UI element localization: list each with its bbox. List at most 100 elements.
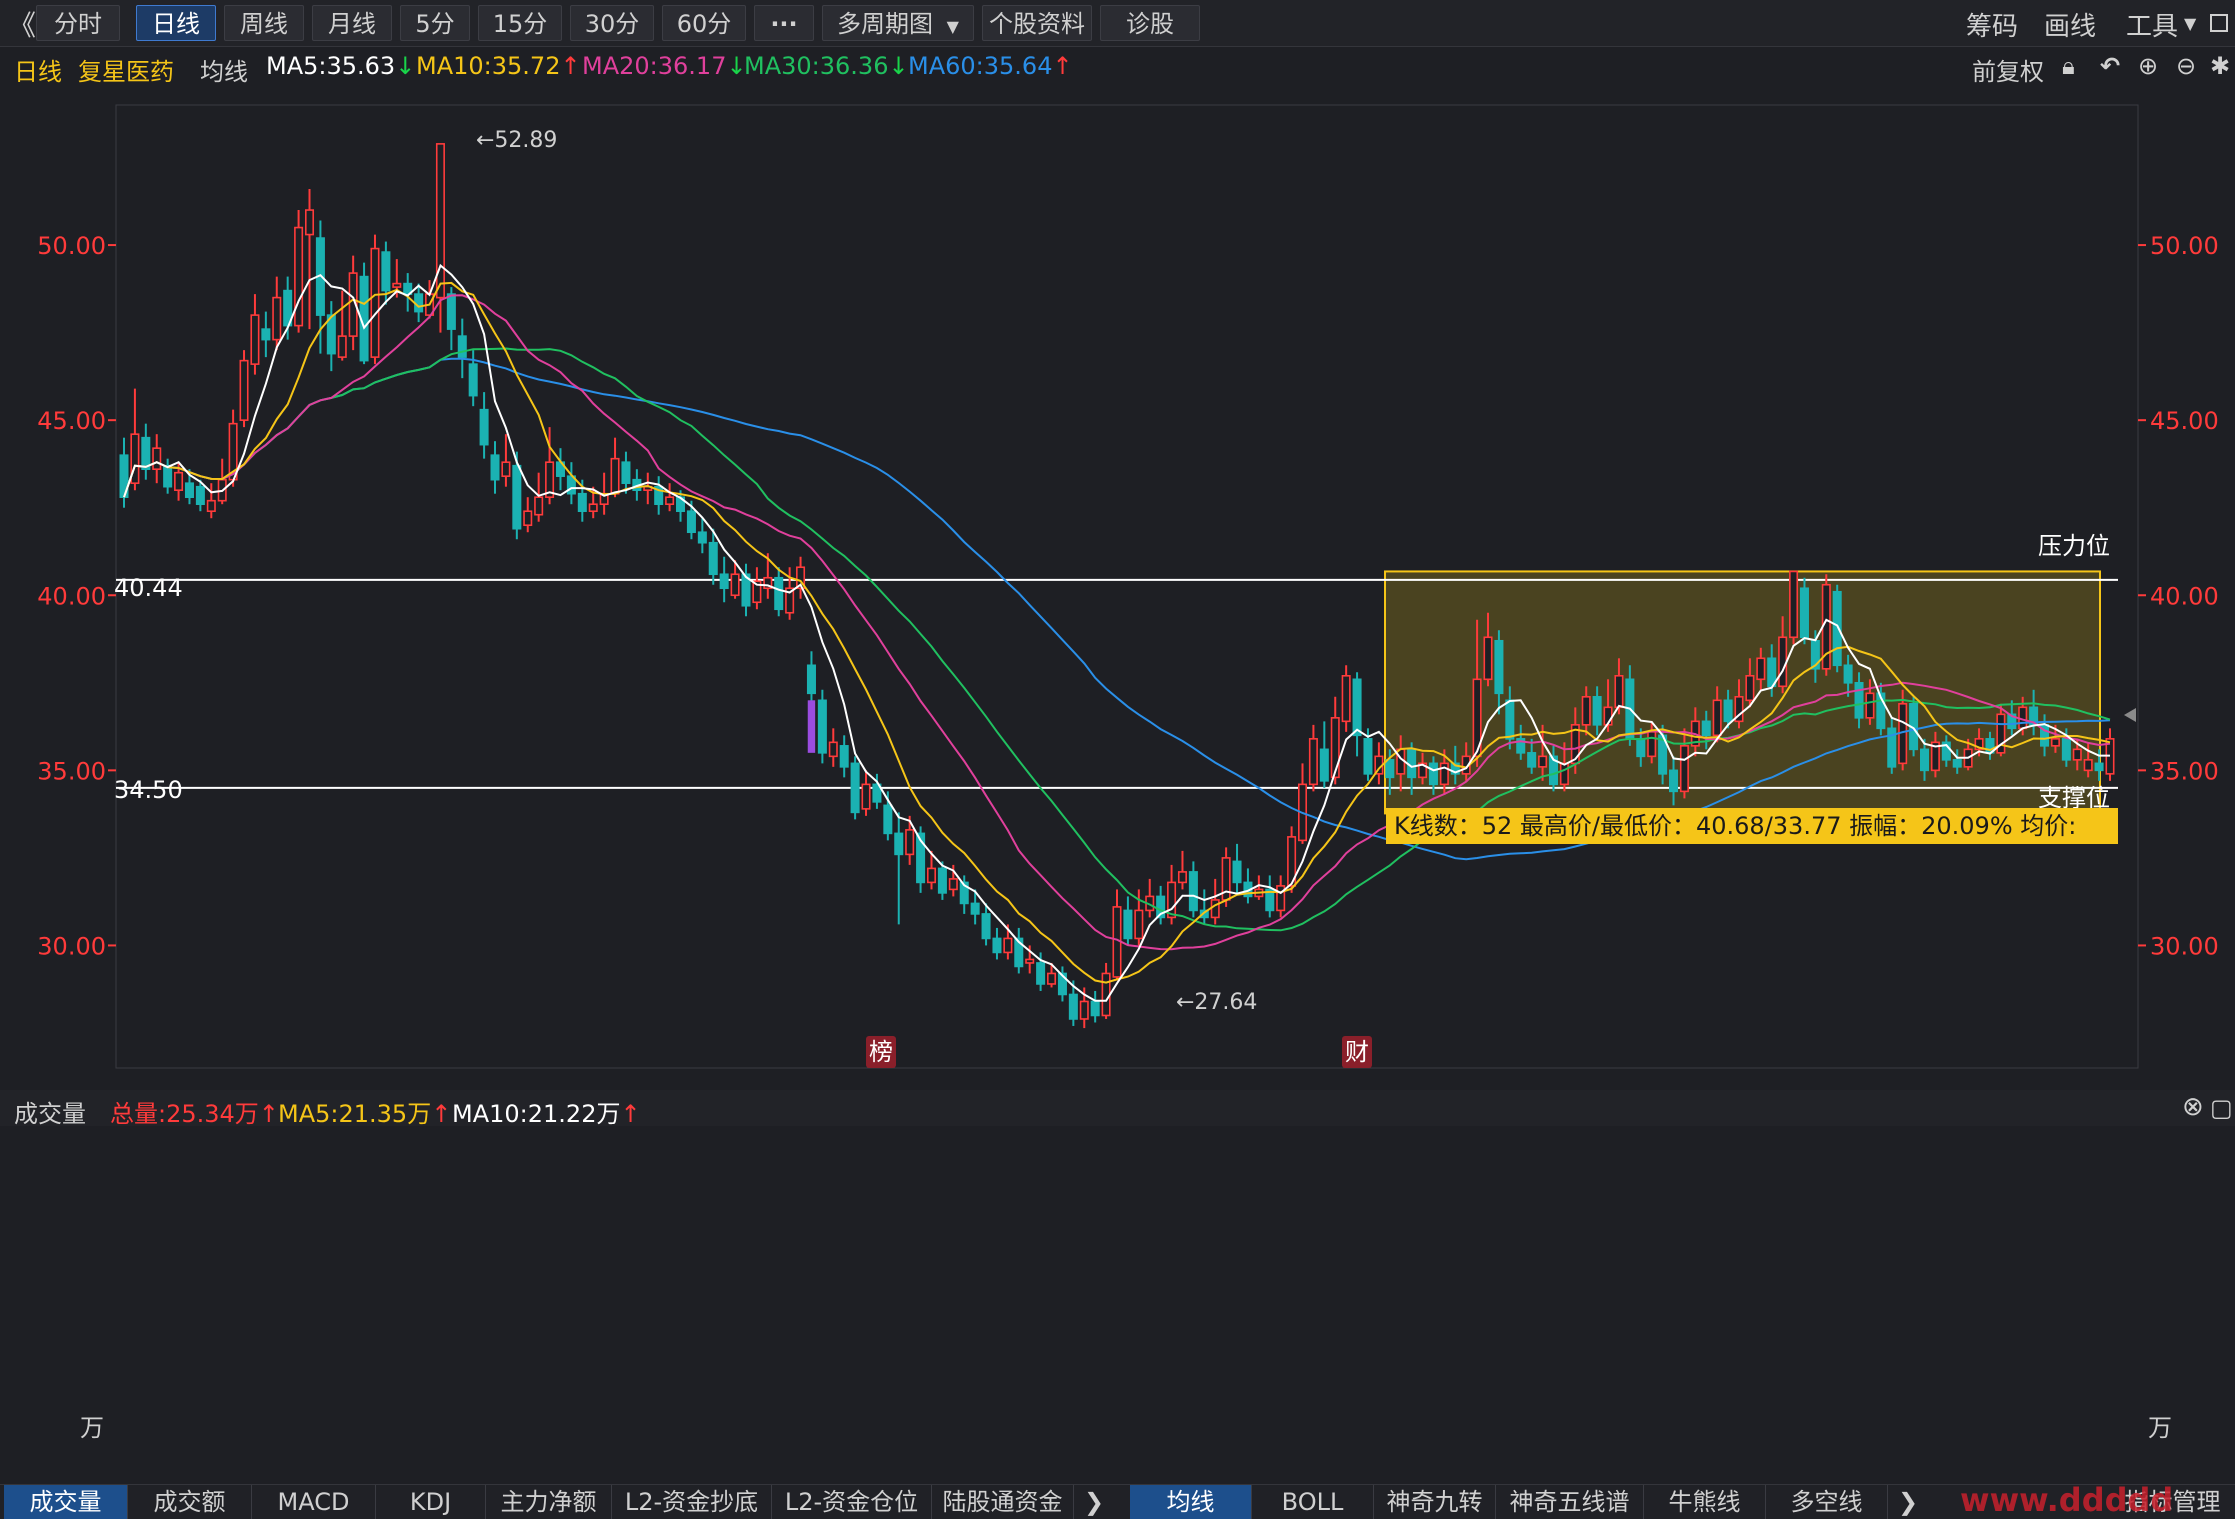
tools-chevron-down-icon[interactable]: ▼: [2184, 14, 2197, 33]
candle-body[interactable]: [872, 783, 882, 803]
tools-button[interactable]: 工具: [2126, 12, 2179, 42]
tab-volume[interactable]: 成交量: [4, 1485, 128, 1519]
candle-body[interactable]: [621, 461, 631, 484]
candle-body[interactable]: [1079, 1000, 1089, 1020]
candle-body[interactable]: [1952, 759, 1962, 768]
candle-body[interactable]: [1330, 717, 1340, 779]
candle-body[interactable]: [1669, 769, 1679, 793]
candle-body[interactable]: [1527, 752, 1537, 768]
candle-body[interactable]: [152, 447, 162, 470]
tab-northbound[interactable]: 陆股通资金: [932, 1485, 1074, 1519]
candle-body[interactable]: [163, 464, 173, 488]
candle-body[interactable]: [1789, 570, 1799, 639]
candle-body[interactable]: [1832, 590, 1842, 667]
fullscreen-icon[interactable]: [2210, 14, 2228, 32]
candle-body[interactable]: [403, 282, 413, 295]
candle-body[interactable]: [2050, 738, 2060, 747]
period-tab-monthly[interactable]: 月线: [312, 5, 392, 41]
tab-magic-nine[interactable]: 神奇九转: [1374, 1485, 1496, 1519]
candle-body[interactable]: [348, 272, 358, 337]
candle-body[interactable]: [992, 937, 1002, 954]
fullscreen-panel-icon[interactable]: ▢: [2210, 1094, 2233, 1122]
candle-body[interactable]: [1352, 678, 1362, 737]
candle-body[interactable]: [1843, 664, 1853, 684]
candle-body[interactable]: [1592, 696, 1602, 726]
period-tab-60min[interactable]: 60分: [662, 5, 746, 41]
candle-body[interactable]: [1123, 909, 1133, 940]
candle-body[interactable]: [752, 580, 762, 604]
adjust-mode-label[interactable]: 前复权: [1972, 58, 2044, 86]
period-tab-weekly[interactable]: 周线: [224, 5, 304, 41]
candle-body[interactable]: [577, 492, 587, 513]
close-icon[interactable]: ⊗: [2182, 1092, 2204, 1122]
candle-body[interactable]: [2007, 713, 2017, 730]
candle-body[interactable]: [1014, 937, 1024, 968]
period-tab-15min[interactable]: 15分: [478, 5, 562, 41]
candle-body[interactable]: [970, 902, 980, 915]
tab-kdj[interactable]: KDJ: [376, 1485, 486, 1519]
candle-body[interactable]: [785, 587, 795, 614]
tab-magic-five[interactable]: 神奇五线谱: [1496, 1485, 1644, 1519]
candle-body[interactable]: [479, 408, 489, 446]
candle-body[interactable]: [1505, 699, 1515, 740]
diagnose-button[interactable]: 诊股: [1100, 5, 1200, 41]
lock-icon[interactable]: 🔒︎: [2062, 52, 2075, 80]
tab-long-short[interactable]: 多空线: [1766, 1485, 1888, 1519]
candle-body[interactable]: [1930, 741, 1940, 772]
candle-body[interactable]: [1199, 909, 1209, 919]
candle-body[interactable]: [1057, 972, 1067, 996]
candle-body[interactable]: [294, 226, 304, 327]
candle-body[interactable]: [1734, 696, 1744, 723]
period-tab-daily[interactable]: 日线: [136, 5, 216, 41]
candle-body[interactable]: [414, 293, 424, 313]
candle-body[interactable]: [261, 328, 271, 341]
candle-body[interactable]: [1756, 657, 1766, 681]
finance-marker[interactable]: 财: [1342, 1036, 1372, 1068]
chips-button[interactable]: 筹码: [1966, 12, 2019, 42]
candle-body[interactable]: [1887, 727, 1897, 768]
stock-profile-button[interactable]: 个股资料: [982, 5, 1092, 41]
candle-body[interactable]: [239, 359, 249, 421]
candle-body[interactable]: [1319, 748, 1329, 782]
candle-body[interactable]: [937, 867, 947, 894]
candle-body[interactable]: [796, 566, 806, 590]
settings-icon[interactable]: ✱: [2210, 52, 2231, 80]
candle-body[interactable]: [697, 531, 707, 544]
stock-name[interactable]: 复星医药: [78, 58, 174, 86]
candle-body[interactable]: [1068, 993, 1078, 1020]
candle-body[interactable]: [370, 247, 380, 358]
candle-body[interactable]: [512, 464, 522, 530]
candle-body[interactable]: [141, 436, 151, 470]
candle-body[interactable]: [741, 573, 751, 607]
candle-body[interactable]: [1232, 860, 1242, 884]
candle-body[interactable]: [1723, 699, 1733, 723]
candle-body[interactable]: [1188, 871, 1198, 912]
board-marker[interactable]: 榜: [866, 1036, 896, 1068]
candle-body[interactable]: [1974, 738, 1984, 751]
candle-body[interactable]: [1472, 678, 1482, 758]
zoom-in-icon[interactable]: ⊕: [2138, 52, 2159, 80]
candle-body[interactable]: [304, 209, 315, 236]
candle-body[interactable]: [1854, 681, 1864, 719]
candle-body[interactable]: [817, 699, 827, 754]
candle-body[interactable]: [1701, 720, 1711, 737]
candle-body[interactable]: [828, 741, 838, 758]
more-periods-button[interactable]: ···: [754, 5, 814, 41]
candle-body[interactable]: [1548, 755, 1558, 786]
candle-body[interactable]: [839, 745, 849, 768]
candle-body[interactable]: [861, 783, 871, 810]
candle-body[interactable]: [1745, 674, 1755, 702]
candle-body[interactable]: [1450, 762, 1460, 775]
tab-l2-bottom[interactable]: L2-资金抄底: [612, 1485, 772, 1519]
tab-ma[interactable]: 均线: [1130, 1485, 1252, 1519]
candle-body[interactable]: [981, 913, 991, 940]
candle-body-highlight[interactable]: [807, 700, 816, 753]
candle-body[interactable]: [1287, 836, 1297, 887]
candle-body[interactable]: [272, 296, 282, 341]
candle-body[interactable]: [1712, 699, 1722, 737]
tab-bull-bear[interactable]: 牛熊线: [1644, 1485, 1766, 1519]
candle-body[interactable]: [948, 878, 958, 891]
candle-body[interactable]: [1494, 639, 1504, 695]
candle-body[interactable]: [545, 461, 555, 499]
candle-body[interactable]: [1276, 885, 1286, 912]
